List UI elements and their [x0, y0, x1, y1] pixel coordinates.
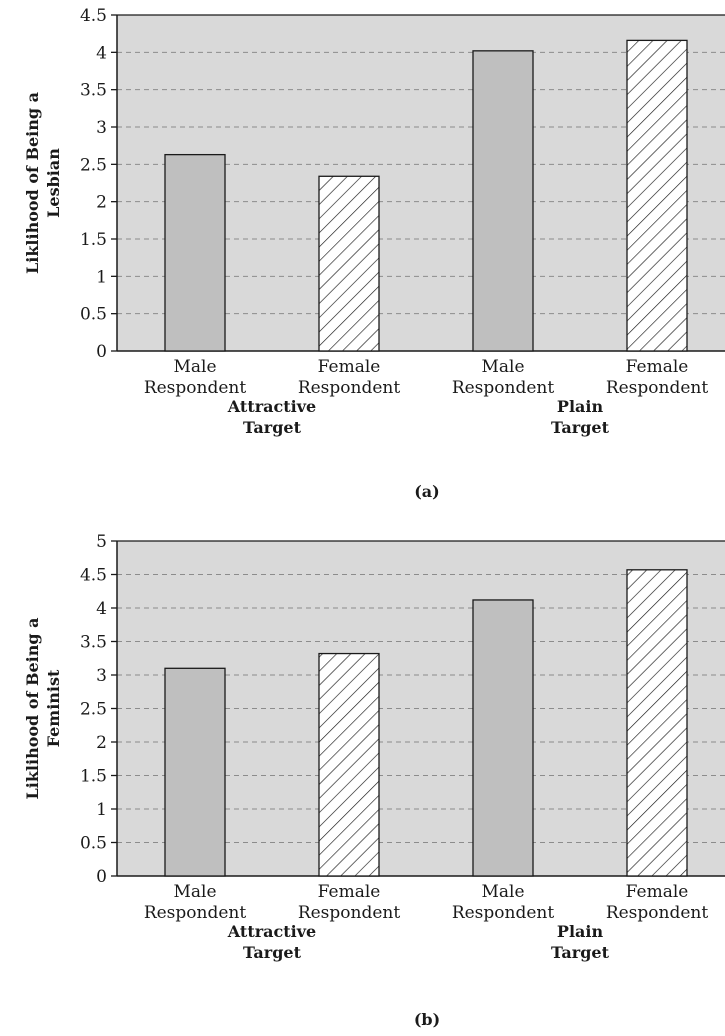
y-tick-label: 4.5	[80, 566, 107, 586]
panel-label: (a)	[414, 482, 440, 501]
x-group-label-line: Attractive	[227, 922, 316, 941]
bar	[626, 569, 688, 877]
y-tick-label: 3.5	[80, 633, 107, 653]
bar	[318, 652, 380, 877]
x-category-label-line: Respondent	[298, 903, 401, 923]
y-tick-label: 1.5	[80, 767, 107, 787]
x-category-label-line: Respondent	[606, 903, 709, 923]
y-axis-label-line: Liklihood of Being a	[23, 92, 42, 274]
x-group-label: Plain Target	[551, 397, 610, 437]
bar	[472, 599, 534, 877]
y-tick-label: 3	[96, 666, 107, 686]
y-axis-label-line: Liklihood of Being a	[23, 618, 42, 800]
y-tick-label: 4	[96, 43, 107, 63]
x-category-label-line: Female	[318, 357, 381, 377]
y-tick-label: 2	[96, 193, 107, 213]
y-tick-label: 1.5	[80, 230, 107, 250]
y-tick-label: 0	[96, 867, 107, 887]
x-group-label-line: Target	[551, 418, 610, 437]
x-category-label-line: Male	[173, 882, 216, 902]
y-axis-label: Liklihood of Being a Feminist	[23, 618, 63, 800]
x-category-label-line: Respondent	[606, 378, 709, 398]
x-category-label-line: Male	[173, 357, 216, 377]
x-category-label: Female Respondent	[606, 882, 709, 923]
x-group-label: Plain Target	[551, 922, 610, 962]
y-tick-label: 2.5	[80, 155, 107, 175]
bar	[472, 50, 534, 352]
x-category-label-line: Respondent	[452, 903, 555, 923]
x-category-label-line: Respondent	[144, 903, 247, 923]
y-tick-label: 2	[96, 733, 107, 753]
y-axis-label-line: Lesbian	[44, 148, 63, 218]
y-tick-label: 1	[96, 800, 107, 820]
bar	[164, 153, 226, 352]
x-category-label: Female Respondent	[298, 882, 401, 923]
x-category-label: Male Respondent	[452, 357, 555, 398]
x-group-label-line: Target	[551, 943, 610, 962]
x-group-label-line: Plain	[557, 922, 604, 941]
x-category-label-line: Respondent	[144, 378, 247, 398]
y-axis-label: Liklihood of Being a Lesbian	[23, 92, 63, 274]
y-tick-label: 5	[96, 532, 107, 552]
x-group-label-line: Target	[243, 943, 302, 962]
x-group-label-line: Attractive	[227, 397, 316, 416]
y-tick-label: 2.5	[80, 700, 107, 720]
x-category-label: Male Respondent	[144, 882, 247, 923]
y-tick-label: 3.5	[80, 81, 107, 101]
y-axis-label-line: Feminist	[44, 669, 63, 747]
x-category-label-line: Female	[626, 882, 689, 902]
x-category-label: Female Respondent	[298, 357, 401, 398]
x-category-label-line: Female	[626, 357, 689, 377]
x-group-label-line: Target	[243, 418, 302, 437]
x-group-label: Attractive Target	[227, 922, 316, 962]
x-category-label: Male Respondent	[144, 357, 247, 398]
x-category-label-line: Male	[481, 357, 524, 377]
bar	[626, 39, 688, 352]
y-tick-label: 4.5	[80, 6, 107, 26]
x-category-label-line: Female	[318, 882, 381, 902]
x-group-label: Attractive Target	[227, 397, 316, 437]
panel-label: (b)	[414, 1010, 440, 1029]
x-category-label-line: Respondent	[298, 378, 401, 398]
y-tick-label: 3	[96, 118, 107, 138]
x-group-label-line: Plain	[557, 397, 604, 416]
x-category-label-line: Male	[481, 882, 524, 902]
x-category-label-line: Respondent	[452, 378, 555, 398]
x-category-label: Female Respondent	[606, 357, 709, 398]
y-tick-label: 4	[96, 599, 107, 619]
x-category-label: Male Respondent	[452, 882, 555, 923]
bar	[164, 667, 226, 877]
y-tick-label: 1	[96, 267, 107, 287]
y-tick-label: 0.5	[80, 305, 107, 325]
y-tick-label: 0	[96, 342, 107, 362]
y-tick-label: 0.5	[80, 834, 107, 854]
bar	[318, 175, 380, 352]
